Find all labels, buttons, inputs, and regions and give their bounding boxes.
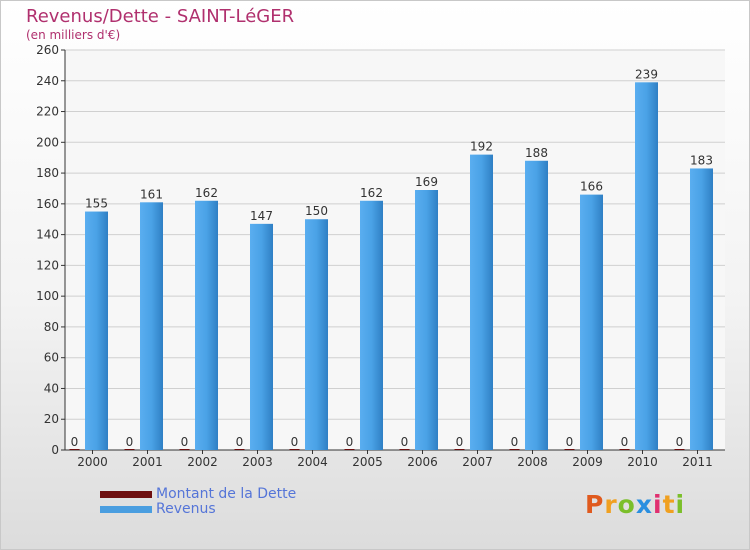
- y-tick-label: 80: [44, 320, 59, 334]
- data-label-revenus: 150: [305, 204, 328, 218]
- y-tick-label: 100: [36, 289, 59, 303]
- x-tick-label: 2007: [462, 455, 493, 469]
- bar-dette: [674, 449, 685, 450]
- x-tick-label: 2002: [187, 455, 218, 469]
- legend-swatch-revenus: [100, 506, 152, 513]
- data-label-dette: 0: [236, 435, 244, 449]
- chart-title: Revenus/Dette - SAINT-LéGER: [26, 6, 295, 27]
- x-tick-label: 2006: [407, 455, 438, 469]
- y-tick-label: 20: [44, 412, 59, 426]
- y-tick-label: 260: [36, 43, 59, 57]
- logo-letter: o: [617, 490, 636, 519]
- logo-letter: x: [635, 490, 653, 519]
- bar-dette: [179, 449, 190, 450]
- bar-revenus: [525, 160, 548, 450]
- data-label-revenus: 162: [195, 186, 218, 200]
- chart-subtitle: (en milliers d'€): [26, 28, 121, 42]
- y-tick-label: 40: [44, 381, 59, 395]
- data-label-revenus: 239: [635, 67, 658, 81]
- y-tick-label: 140: [36, 228, 59, 242]
- data-label-revenus: 192: [470, 140, 493, 154]
- data-label-dette: 0: [676, 435, 684, 449]
- x-tick-label: 2009: [572, 455, 603, 469]
- bar-dette: [619, 449, 630, 450]
- data-label-revenus: 161: [140, 187, 163, 201]
- bar-dette: [69, 449, 80, 450]
- logo-letter: P: [585, 490, 605, 519]
- legend-swatch-dette: [100, 491, 152, 498]
- logo-letter: t: [662, 490, 676, 519]
- data-label-revenus: 166: [580, 180, 603, 194]
- data-label-revenus: 188: [525, 146, 548, 160]
- legend-label-revenus: Revenus: [156, 501, 216, 517]
- bar-revenus: [195, 200, 218, 450]
- y-tick-label: 240: [36, 74, 59, 88]
- bar-revenus: [580, 194, 603, 450]
- bar-dette: [124, 449, 135, 450]
- data-label-revenus: 162: [360, 186, 383, 200]
- data-label-dette: 0: [511, 435, 519, 449]
- bar-dette: [344, 449, 355, 450]
- data-label-dette: 0: [181, 435, 189, 449]
- data-label-dette: 0: [346, 435, 354, 449]
- y-tick-label: 160: [36, 197, 59, 211]
- bar-dette: [399, 449, 410, 450]
- y-tick-label: 200: [36, 135, 59, 149]
- logo-letter: i: [675, 490, 686, 519]
- data-label-revenus: 169: [415, 175, 438, 189]
- x-tick-label: 2004: [297, 455, 328, 469]
- logo-letter: r: [604, 490, 618, 519]
- bar-dette: [454, 449, 465, 450]
- x-tick-label: 2003: [242, 455, 273, 469]
- bar-revenus: [635, 82, 658, 451]
- bar-dette: [509, 449, 520, 450]
- y-tick-label: 60: [44, 351, 59, 365]
- bar-revenus: [305, 219, 328, 450]
- data-label-dette: 0: [566, 435, 574, 449]
- bar-dette: [564, 449, 575, 450]
- x-tick-label: 2001: [132, 455, 163, 469]
- y-tick-label: 120: [36, 258, 59, 272]
- data-label-dette: 0: [71, 435, 79, 449]
- x-tick-label: 2008: [517, 455, 548, 469]
- data-label-dette: 0: [291, 435, 299, 449]
- data-label-revenus: 155: [85, 197, 108, 211]
- bar-revenus: [140, 202, 163, 450]
- y-tick-label: 0: [51, 443, 59, 457]
- bar-revenus: [85, 211, 108, 450]
- data-label-dette: 0: [621, 435, 629, 449]
- bar-revenus: [360, 200, 383, 450]
- proxiti-logo: Proxiti: [585, 490, 685, 519]
- data-label-revenus: 147: [250, 209, 273, 223]
- x-tick-label: 2000: [77, 455, 108, 469]
- x-tick-label: 2005: [352, 455, 383, 469]
- x-tick-label: 2011: [682, 455, 713, 469]
- bar-revenus: [250, 223, 273, 450]
- data-label-dette: 0: [126, 435, 134, 449]
- bar-dette: [289, 449, 300, 450]
- bar-revenus: [415, 190, 438, 450]
- y-tick-label: 180: [36, 166, 59, 180]
- data-label-revenus: 183: [690, 153, 713, 167]
- y-tick-label: 220: [36, 105, 59, 119]
- logo-letter: i: [653, 490, 663, 519]
- x-tick-label: 2010: [627, 455, 658, 469]
- bar-revenus: [470, 154, 493, 450]
- plot-area: [65, 50, 725, 450]
- data-label-dette: 0: [401, 435, 409, 449]
- bar-dette: [234, 449, 245, 450]
- data-label-dette: 0: [456, 435, 464, 449]
- bar-revenus: [690, 168, 713, 450]
- legend-label-dette: Montant de la Dette: [156, 486, 297, 502]
